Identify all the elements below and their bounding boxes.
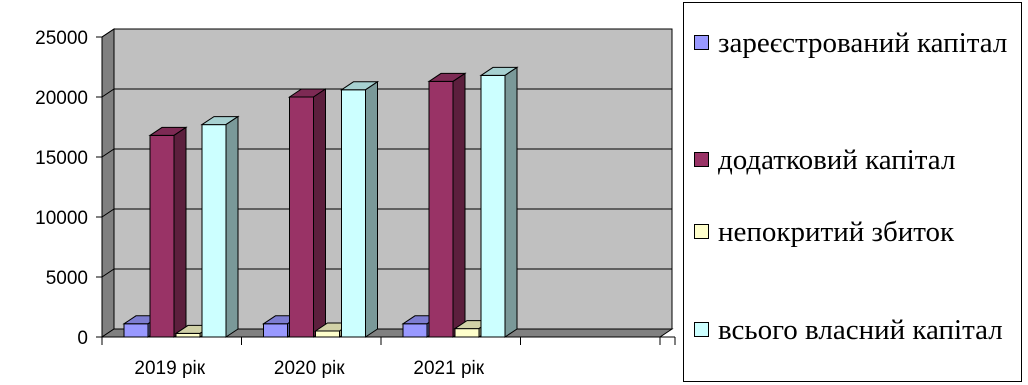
- legend: зареєстрований капітал додатковий капіта…: [683, 2, 1022, 382]
- bar-front: [454, 328, 480, 338]
- x-tick-label: 2019 рік: [134, 358, 205, 379]
- chart-side-wall: [101, 28, 115, 338]
- legend-swatch: [694, 322, 709, 337]
- bar-side: [313, 88, 326, 338]
- bar-front: [289, 96, 314, 338]
- legend-swatch: [694, 152, 709, 167]
- bar-side: [173, 126, 187, 338]
- bar-front: [480, 74, 506, 338]
- y-tick-label: 15000: [35, 148, 88, 169]
- bar-front: [402, 323, 428, 338]
- y-tick-label: 25000: [35, 28, 88, 49]
- legend-swatch: [694, 35, 709, 50]
- bar: [200, 115, 240, 338]
- bar: [287, 88, 328, 338]
- x-tick-label: 2021 рік: [413, 358, 484, 379]
- bar-chart: 0 5000 10000 15000 20000 25000 2019 рік 2020 р…: [35, 28, 676, 379]
- bar-front: [201, 124, 227, 338]
- bar: [148, 126, 188, 338]
- y-tick-label: 10000: [35, 208, 88, 229]
- y-axis-ticks: 0 5000 10000 15000 20000 25000: [35, 28, 103, 349]
- bar-front: [341, 89, 366, 338]
- legend-label: додатковий капітал: [718, 144, 956, 176]
- bar-side: [504, 66, 518, 338]
- bar: [339, 80, 380, 338]
- bar: [427, 72, 467, 338]
- gridline: [101, 28, 672, 38]
- legend-label: зареєстрований капітал: [718, 27, 1008, 59]
- legend-label: непокритий збиток: [718, 216, 955, 248]
- bars: [122, 66, 519, 338]
- bar-front: [123, 323, 149, 338]
- y-tick-label: 0: [77, 328, 88, 349]
- chart-walls: [100, 28, 674, 338]
- bar-front: [263, 323, 288, 338]
- bar-side: [225, 115, 239, 338]
- y-tick-label: 5000: [46, 268, 88, 289]
- x-axis: 2019 рік 2020 рік 2021 рік: [101, 336, 676, 379]
- bar-side: [365, 80, 378, 338]
- x-tick-label: 2020 рік: [274, 358, 345, 379]
- legend-label: всього власний капітал: [718, 314, 1003, 346]
- legend-swatch: [694, 224, 709, 239]
- bar-front: [149, 134, 175, 338]
- bar: [479, 66, 519, 338]
- bar-front: [428, 80, 454, 338]
- bar-side: [452, 72, 466, 338]
- y-tick-label: 20000: [35, 88, 88, 109]
- bar-front: [175, 332, 201, 338]
- chart-back-wall: [113, 28, 673, 330]
- bar-front: [315, 330, 340, 338]
